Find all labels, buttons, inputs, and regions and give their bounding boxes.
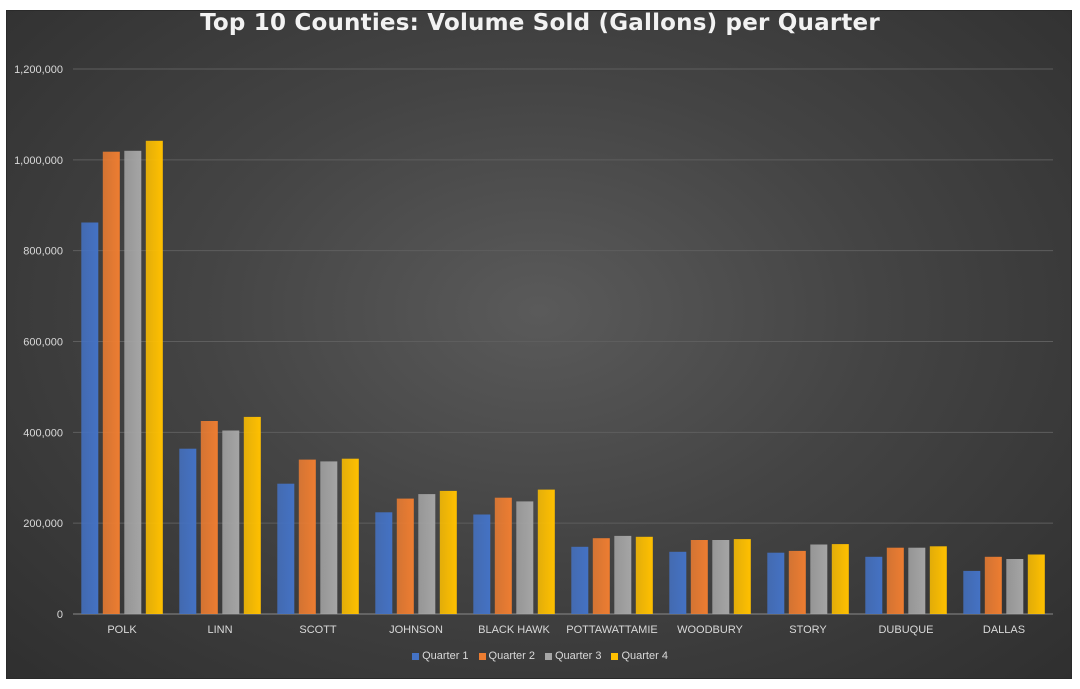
bar-linn-q4 [243,416,261,614]
bar-polk-q3 [124,150,142,615]
legend-label: Quarter 4 [621,650,668,662]
bar-johnson-q4 [439,490,457,614]
bar-johnson-q2 [396,498,414,614]
chart-title: Top 10 Counties: Volume Sold (Gallons) p… [200,10,880,36]
x-category-label: DALLAS [983,624,1025,636]
y-tick-label: 400,000 [23,427,63,439]
bar-woodbury-q3 [712,540,730,614]
x-category-label: JOHNSON [389,624,443,636]
bar-pottawattamie-q2 [592,538,610,614]
bar-dallas-q4 [1027,554,1045,614]
x-category-label: WOODBURY [677,624,743,636]
bar-dubuque-q4 [929,546,947,614]
bar-scott-q2 [298,459,316,614]
x-category-label: STORY [789,624,827,636]
legend-label: Quarter 2 [488,650,535,662]
legend-item: Quarter 1 [412,650,469,662]
x-category-label: BLACK HAWK [478,624,550,636]
y-axis-ticks: 0 200,000 400,000 600,000 800,000 1,000,000 1,… [14,64,63,621]
bar-dallas-q2 [984,556,1002,614]
gridlines [73,68,1053,615]
bar-woodbury-q1 [669,551,687,614]
legend-item: Quarter 3 [545,650,601,662]
bar-story-q4 [831,544,849,614]
bar-johnson-q1 [375,512,393,614]
bar-woodbury-q4 [733,539,751,614]
bar-linn-q3 [222,430,240,614]
x-category-label: SCOTT [299,624,337,636]
bars [81,140,1045,615]
bar-scott-q4 [341,458,359,614]
bar-johnson-q3 [418,494,436,614]
legend-swatch [611,652,619,660]
y-tick-label: 1,200,000 [14,64,63,76]
bar-linn-q2 [200,421,218,614]
legend: Quarter 1 Quarter 2 Quarter 3 Quarter 4 [0,650,1080,662]
x-category-label: DUBUQUE [878,624,933,636]
bar-polk-q1 [81,222,99,614]
legend-swatch [545,652,552,660]
bar-black-hawk-q3 [516,501,534,614]
bar-polk-q2 [102,151,120,614]
legend-swatch [478,652,486,660]
bar-dubuque-q2 [886,547,904,614]
x-axis-categories: POLK LINN SCOTT JOHNSON BLACK HAWK POTTAWATTA… [107,624,1025,636]
x-category-label: POLK [107,624,137,636]
bar-polk-q4 [145,140,163,615]
legend-label: Quarter 3 [555,650,602,662]
bar-dubuque-q1 [865,556,883,614]
bar-black-hawk-q2 [494,497,512,614]
x-category-label: LINN [207,624,232,636]
bar-pottawattamie-q4 [635,536,653,614]
legend-swatch [412,652,420,660]
y-tick-label: 0 [57,609,63,621]
legend-item: Quarter 4 [611,650,668,662]
bar-pottawattamie-q1 [571,546,589,614]
bar-story-q1 [767,552,785,614]
y-tick-label: 600,000 [23,337,63,349]
bar-scott-q1 [277,483,295,614]
bar-dallas-q1 [963,570,981,614]
bar-scott-q3 [320,461,338,614]
bar-woodbury-q2 [690,540,708,614]
bar-dallas-q3 [1006,559,1024,614]
legend-label: Quarter 1 [422,650,469,662]
bar-story-q3 [810,544,828,614]
y-tick-label: 800,000 [23,246,63,258]
bar-story-q2 [788,550,806,614]
bar-pottawattamie-q3 [614,535,632,614]
bar-linn-q1 [179,448,197,614]
y-tick-label: 1,000,000 [14,155,63,167]
bar-black-hawk-q1 [473,514,491,614]
x-category-label: POTTAWATTAMIE [566,624,657,636]
legend-item: Quarter 2 [478,650,535,662]
bar-black-hawk-q4 [537,489,555,614]
bar-dubuque-q3 [908,547,926,614]
y-tick-label: 200,000 [23,518,63,530]
